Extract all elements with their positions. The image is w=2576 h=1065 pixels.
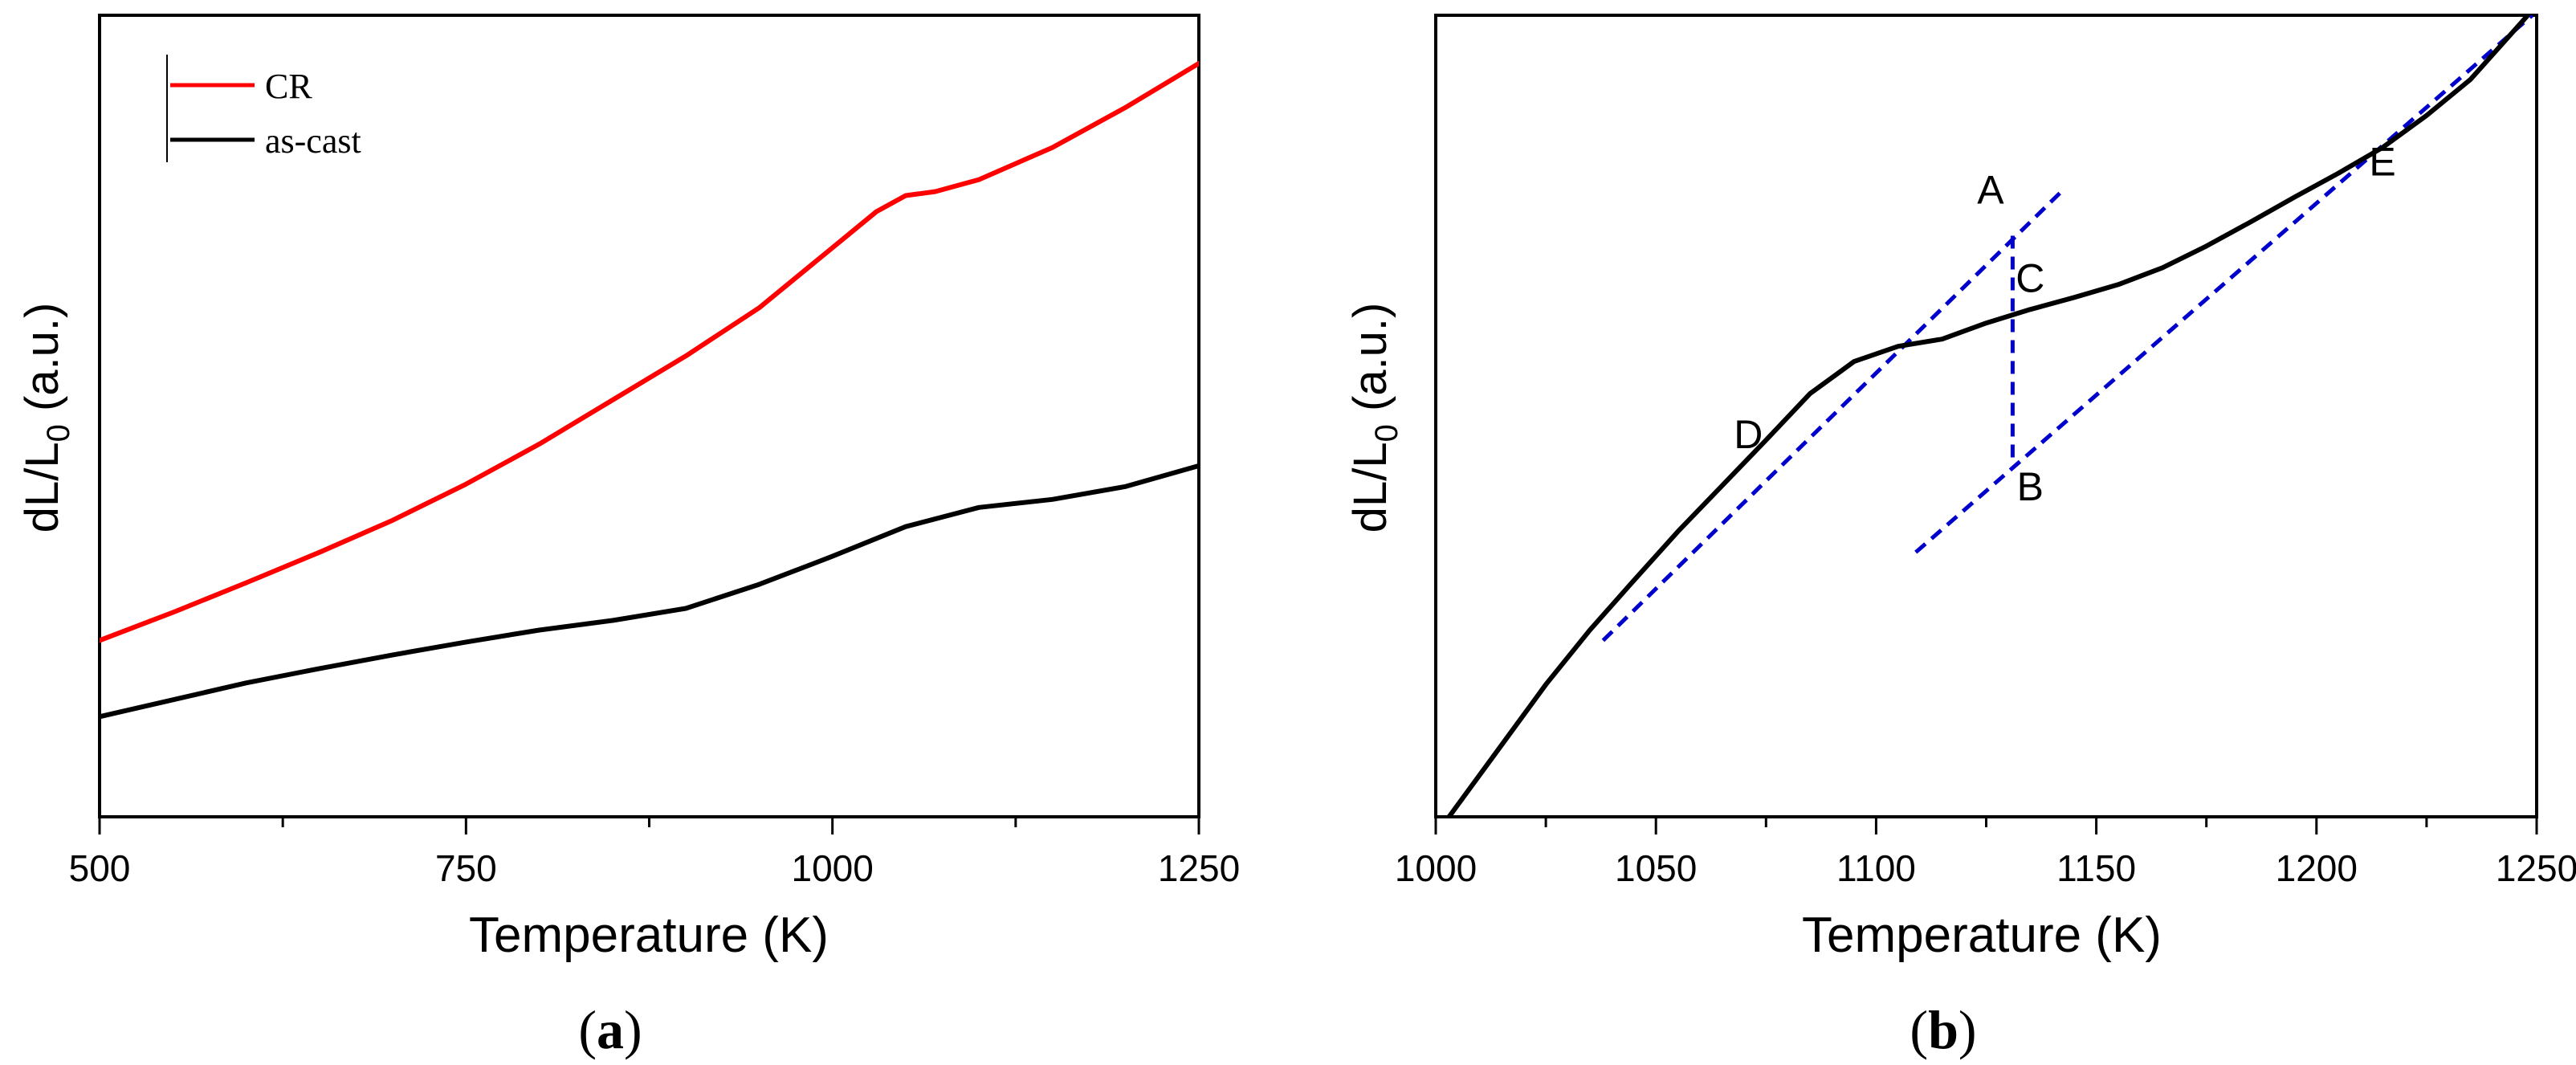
panel-b: 1000 1050 1100 1150 1200 1250 A B C D E dL/L0 (a.… <box>1344 14 2576 1060</box>
panel-a-y-title-unit: (a.u.) <box>16 303 68 425</box>
panel-b-caption: (b) <box>1910 999 1976 1060</box>
panel-b-x-axis-title: Temperature (K) <box>1802 908 2162 963</box>
legend-label-cr: CR <box>265 67 312 106</box>
panel-b-tick-label-1250: 1250 <box>2496 847 2576 889</box>
panel-a-x-axis-title: Temperature (K) <box>469 908 829 963</box>
panel-a-x-ticks: 500 750 1000 1250 <box>69 817 1240 889</box>
legend: CR as-cast <box>166 55 361 162</box>
panel-a-tick-label-1000: 1000 <box>791 847 873 889</box>
panel-b-frame <box>1434 14 2538 818</box>
panel-a-tick-label-750: 750 <box>435 847 497 889</box>
panel-b-y-title-unit: (a.u.) <box>1344 303 1396 425</box>
panel-b-point-labels: A B C D E <box>1734 140 2395 509</box>
panel-a-series-cr <box>100 60 1199 643</box>
panel-a-caption-letter: a <box>597 999 624 1060</box>
panel-a-tick-label-1250: 1250 <box>1158 847 1240 889</box>
panel-b-tick-label-1050: 1050 <box>1615 847 1697 889</box>
panel-a-series-as-cast <box>100 463 1199 720</box>
panel-a-tick-label-500: 500 <box>69 847 131 889</box>
panel-b-tangent-low <box>1601 186 2067 643</box>
panel-b-caption-letter: b <box>1928 999 1958 1060</box>
panel-b-y-title-sub: 0 <box>1369 424 1404 442</box>
panel-b-tick-label-1150: 1150 <box>2056 847 2136 889</box>
panel-b-point-label-c: C <box>2016 255 2044 300</box>
panel-b-point-label-e: E <box>2369 140 2395 185</box>
panel-b-y-axis-title: dL/L0 (a.u.) <box>1344 303 1404 533</box>
panel-b-tick-label-1200: 1200 <box>2276 847 2358 889</box>
panel-a-y-title-sub: 0 <box>41 424 76 442</box>
panel-b-y-title-main: dL/L <box>1344 442 1396 532</box>
panel-a: 500 750 1000 1250 CR as-cast dL/L0 (a.u.) T… <box>16 14 1240 1060</box>
panel-a-series <box>100 60 1199 720</box>
panel-b-point-label-d: D <box>1734 412 1763 457</box>
panel-b-x-ticks: 1000 1050 1100 1150 1200 1250 <box>1395 817 2576 889</box>
panel-b-series-dilatometric-curve <box>1446 15 2530 817</box>
legend-label-as-cast: as-cast <box>265 121 361 161</box>
panel-a-y-title-main: dL/L <box>16 442 68 532</box>
panel-b-tangent-lines <box>1601 15 2534 643</box>
panel-a-y-axis-title: dL/L0 (a.u.) <box>16 303 76 533</box>
panel-b-tangent-high <box>1914 15 2534 554</box>
panel-b-tick-label-1100: 1100 <box>1836 847 1916 889</box>
panel-b-series <box>1446 15 2530 817</box>
panel-a-caption: (a) <box>578 999 642 1060</box>
panel-b-point-label-b: B <box>2017 464 2044 509</box>
panel-b-point-label-a: A <box>1977 168 2004 213</box>
panel-b-tick-label-1000: 1000 <box>1395 847 1477 889</box>
